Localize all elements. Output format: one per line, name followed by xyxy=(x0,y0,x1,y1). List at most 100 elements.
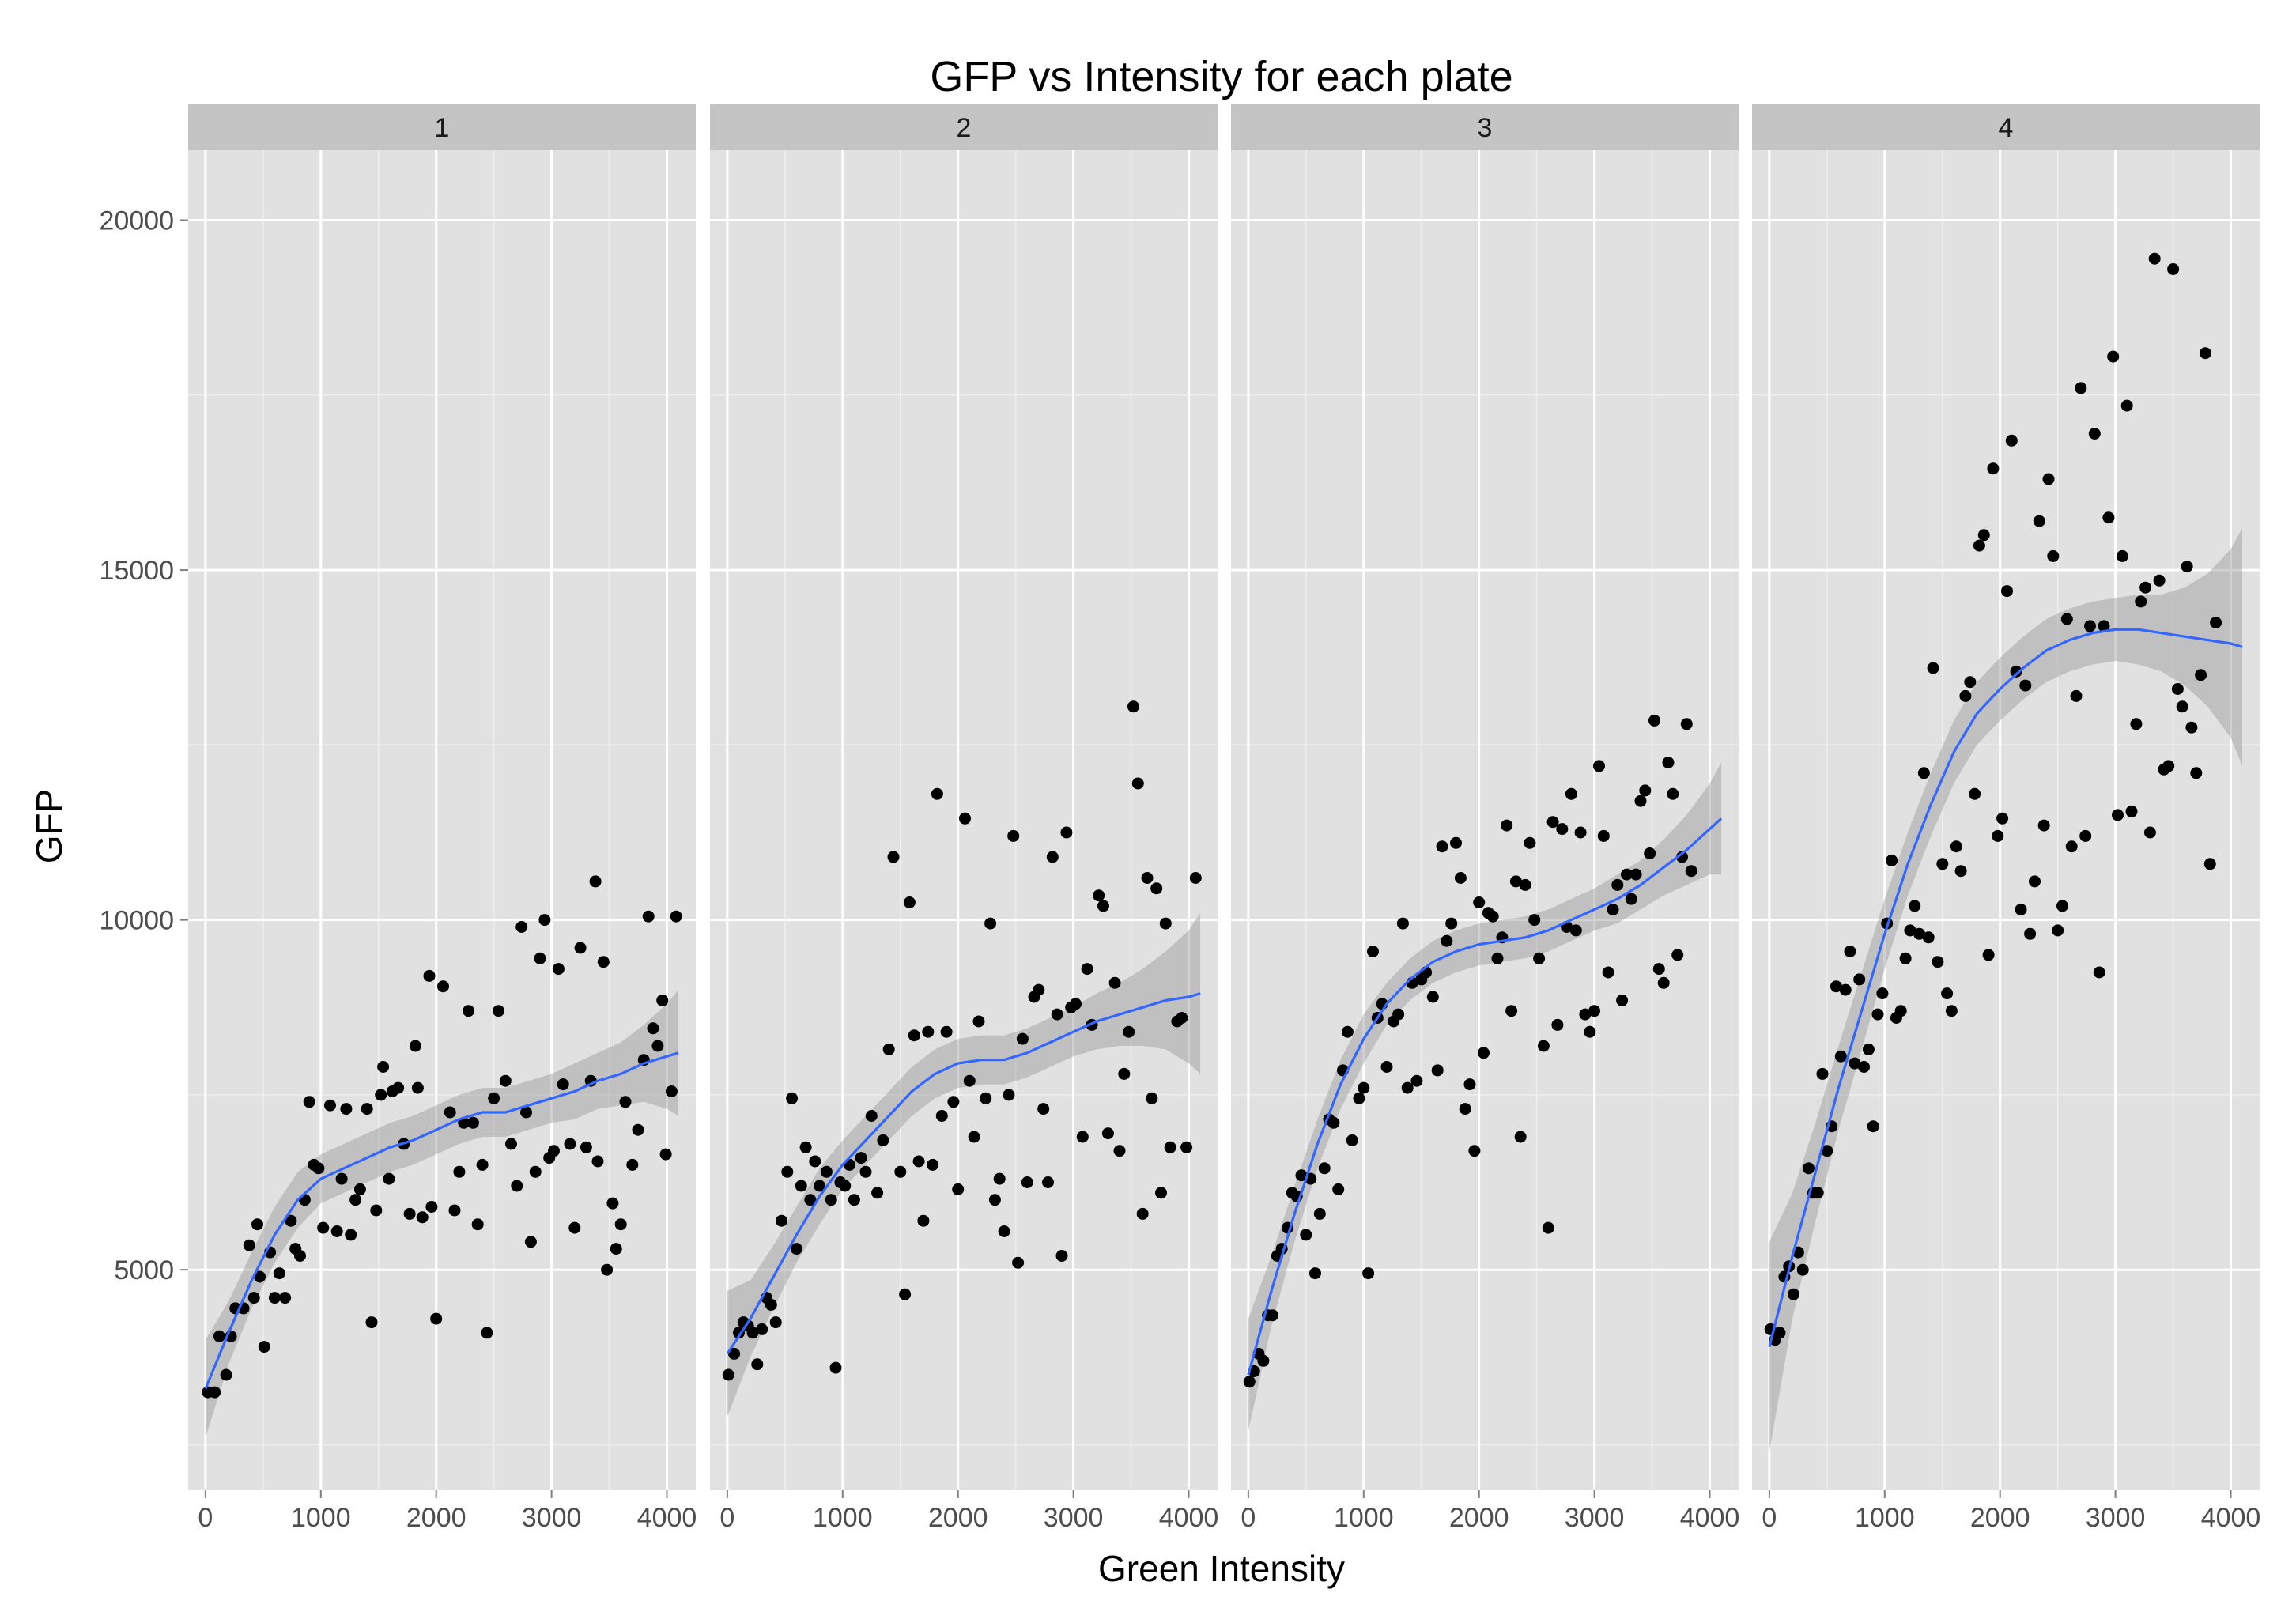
data-point xyxy=(1046,851,1059,863)
data-point xyxy=(1426,991,1439,1003)
data-point xyxy=(2203,858,2216,870)
data-points xyxy=(1764,252,2222,1346)
data-point xyxy=(1927,662,1939,674)
facet-strip xyxy=(1752,104,2260,150)
data-point xyxy=(1844,946,1856,957)
data-point xyxy=(520,1106,532,1119)
facet-strip-label: 2 xyxy=(957,113,972,143)
data-point xyxy=(959,812,971,825)
data-point xyxy=(1353,1092,1365,1104)
data-point xyxy=(877,1134,889,1146)
data-point xyxy=(825,1194,837,1206)
data-point xyxy=(505,1138,517,1150)
data-point xyxy=(1973,539,1985,552)
data-point xyxy=(209,1386,221,1399)
data-point xyxy=(1621,868,1633,881)
data-point xyxy=(2037,819,2050,832)
data-point xyxy=(1155,1187,1167,1199)
data-point xyxy=(1097,900,1109,912)
data-point xyxy=(722,1368,734,1381)
data-point xyxy=(1528,914,1541,927)
data-point xyxy=(626,1158,639,1171)
data-point xyxy=(2185,721,2198,734)
data-point xyxy=(790,1243,802,1255)
data-point xyxy=(2112,809,2124,821)
data-point xyxy=(1514,1131,1527,1143)
data-point xyxy=(1012,1256,1025,1269)
data-point xyxy=(1667,787,1679,800)
data-point xyxy=(392,1081,405,1094)
data-point xyxy=(1346,1134,1358,1146)
data-point xyxy=(466,1116,479,1129)
data-point xyxy=(2125,805,2138,817)
data-point xyxy=(1936,858,1949,870)
data-point xyxy=(972,1015,985,1028)
data-point xyxy=(481,1327,493,1339)
data-point xyxy=(931,787,943,800)
data-point xyxy=(2060,613,2073,625)
data-point xyxy=(1662,757,1675,768)
data-point xyxy=(548,1145,560,1157)
data-point xyxy=(1003,1089,1015,1101)
data-point xyxy=(1007,829,1020,842)
data-point xyxy=(1070,998,1082,1010)
data-point xyxy=(1537,1040,1550,1052)
data-point xyxy=(769,1316,782,1329)
data-point xyxy=(1954,865,1967,878)
data-point xyxy=(2098,620,2110,632)
x-tick-label: 4000 xyxy=(1680,1503,1740,1533)
data-point xyxy=(1556,823,1569,836)
data-point xyxy=(1141,872,1154,884)
data-point xyxy=(751,1358,764,1371)
data-point xyxy=(1295,1169,1308,1182)
data-point xyxy=(1076,1131,1089,1143)
data-point xyxy=(279,1292,292,1304)
data-point xyxy=(1849,1057,1861,1070)
data-point xyxy=(243,1239,255,1251)
data-point xyxy=(1834,1050,1847,1063)
data-point xyxy=(963,1074,976,1087)
data-point xyxy=(993,1172,1006,1185)
data-point xyxy=(656,994,669,1006)
data-point xyxy=(1922,931,1935,944)
data-point xyxy=(425,1201,438,1213)
data-point xyxy=(1396,917,1409,930)
data-point xyxy=(2143,826,2156,839)
data-point xyxy=(1816,1067,1829,1080)
data-point xyxy=(988,1194,1001,1206)
data-point xyxy=(1996,812,2009,825)
data-point xyxy=(317,1221,330,1234)
data-point xyxy=(927,1158,939,1171)
data-point xyxy=(1959,689,1972,702)
data-point xyxy=(1332,1183,1345,1195)
data-point xyxy=(511,1180,523,1192)
data-point xyxy=(1803,1162,1815,1175)
data-point xyxy=(1616,994,1629,1006)
data-point xyxy=(1123,1025,1135,1038)
data-point xyxy=(534,952,546,964)
data-point xyxy=(471,1218,484,1231)
data-point xyxy=(882,1043,895,1055)
data-point xyxy=(1309,1267,1321,1280)
data-point xyxy=(377,1061,390,1073)
data-point xyxy=(1685,865,1697,878)
data-point xyxy=(1300,1229,1312,1241)
data-point xyxy=(1533,952,1546,964)
data-point xyxy=(1509,875,1522,888)
x-tick-label: 4000 xyxy=(637,1503,697,1533)
data-point xyxy=(303,1096,315,1108)
data-point xyxy=(423,969,436,982)
data-point xyxy=(1945,1005,1958,1017)
data-point xyxy=(2033,515,2045,527)
data-point xyxy=(1950,840,1962,853)
data-point xyxy=(2116,549,2128,562)
data-point xyxy=(1060,826,1073,839)
x-axis-title: Green Intensity xyxy=(1098,1548,1345,1589)
data-point xyxy=(746,1327,759,1339)
panel-1: 1 0 1000 2000 3000 4000 xyxy=(188,104,697,1533)
data-point xyxy=(2195,669,2207,681)
data-point xyxy=(606,1197,619,1210)
data-point xyxy=(665,1085,678,1097)
data-point xyxy=(2199,347,2211,360)
data-point xyxy=(220,1368,232,1381)
